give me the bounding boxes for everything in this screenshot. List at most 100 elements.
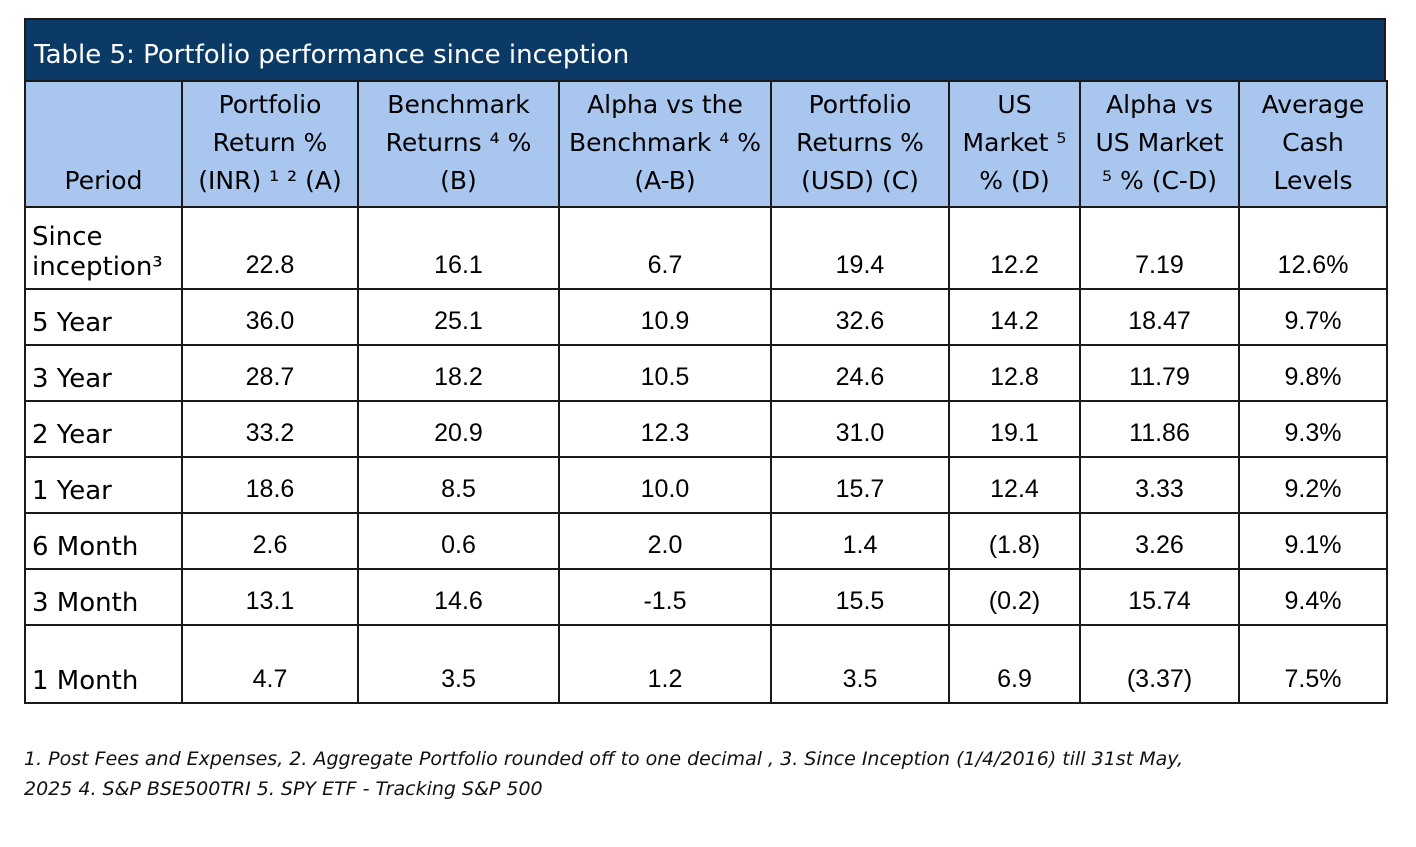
value-cell: 10.9 [558,288,772,346]
value-cell: 10.0 [558,456,772,514]
column-header-us-market: US Market ⁵ % (D) [948,80,1081,208]
value-cell: 18.47 [1079,288,1240,346]
period-cell: Since inception³ [24,206,183,290]
footnote: 1. Post Fees and Expenses, 2. Aggregate … [24,744,1324,804]
value-cell: 6.7 [558,206,772,290]
table-row: 6 Month 2.6 0.6 2.0 1.4 (1.8) 3.26 9.1% [24,512,1388,570]
value-cell: 13.1 [181,568,359,626]
value-cell: 19.1 [948,400,1081,458]
value-cell: 14.6 [357,568,560,626]
table-row: 1 Year 18.6 8.5 10.0 15.7 12.4 3.33 9.2% [24,456,1388,514]
value-cell: (1.8) [948,512,1081,570]
table-row: 3 Month 13.1 14.6 -1.5 15.5 (0.2) 15.74 … [24,568,1388,626]
column-header-portfolio-returns-usd: Portfolio Returns % (USD) (C) [770,80,950,208]
footnote-line: 1. Post Fees and Expenses, 2. Aggregate … [24,748,1184,770]
value-cell: 28.7 [181,344,359,402]
value-cell: 22.8 [181,206,359,290]
column-header-alpha-vs-benchmark: Alpha vs the Benchmark ⁴ % (A-B) [558,80,772,208]
header-line: Period [64,166,143,195]
table-row: 2 Year 33.2 20.9 12.3 31.0 19.1 11.86 9.… [24,400,1388,458]
value-cell: 15.74 [1079,568,1240,626]
period-cell: 1 Year [24,456,183,514]
header-line: Benchmark [387,90,530,119]
header-line: US Market [1095,128,1224,157]
value-cell: 4.7 [181,624,359,704]
table-row: 1 Month 4.7 3.5 1.2 3.5 6.9 (3.37) 7.5% [24,624,1388,704]
value-cell: 3.26 [1079,512,1240,570]
header-line: Levels [1273,166,1353,195]
header-line: Alpha vs the [587,90,743,119]
value-cell: 12.4 [948,456,1081,514]
value-cell: 20.9 [357,400,560,458]
value-cell: 12.8 [948,344,1081,402]
value-cell: -1.5 [558,568,772,626]
header-line: Market ⁵ [962,128,1067,157]
table-title: Table 5: Portfolio performance since inc… [24,18,1386,80]
header-line: Portfolio [808,90,912,119]
header-line: (A-B) [634,166,696,195]
header-line: Average [1261,90,1365,119]
value-cell: 31.0 [770,400,950,458]
value-cell: 7.19 [1079,206,1240,290]
value-cell: 10.5 [558,344,772,402]
value-cell: 15.5 [770,568,950,626]
header-line: Returns % [796,128,924,157]
header-line: (USD) (C) [801,166,919,195]
header-line: US [997,90,1032,119]
value-cell: 33.2 [181,400,359,458]
header-row: Period Portfolio Return % (INR) ¹ ² (A) … [24,80,1388,208]
value-cell: 19.4 [770,206,950,290]
header-line: ⁵ % (C-D) [1102,166,1217,195]
value-cell: 12.6% [1238,206,1388,290]
header-line: (INR) ¹ ² (A) [198,166,342,195]
value-cell: 8.5 [357,456,560,514]
value-cell: 9.2% [1238,456,1388,514]
column-header-benchmark-returns: Benchmark Returns ⁴ % (B) [357,80,560,208]
value-cell: 7.5% [1238,624,1388,704]
header-line: Return % [212,128,328,157]
column-header-portfolio-return-inr: Portfolio Return % (INR) ¹ ² (A) [181,80,359,208]
header-line: Returns ⁴ % [385,128,532,157]
period-cell: 5 Year [24,288,183,346]
value-cell: 9.8% [1238,344,1388,402]
table-row: Since inception³ 22.8 16.1 6.7 19.4 12.2… [24,206,1388,290]
value-cell: 15.7 [770,456,950,514]
period-line: Since [32,222,103,252]
value-cell: 18.6 [181,456,359,514]
value-cell: 1.4 [770,512,950,570]
period-cell: 3 Year [24,344,183,402]
value-cell: 16.1 [357,206,560,290]
column-header-average-cash-levels: Average Cash Levels [1238,80,1388,208]
period-cell: 6 Month [24,512,183,570]
header-line: (B) [440,166,477,195]
value-cell: 9.3% [1238,400,1388,458]
period-cell: 1 Month [24,624,183,704]
header-line: Portfolio [218,90,322,119]
value-cell: 9.7% [1238,288,1388,346]
header-line: Alpha vs [1106,90,1213,119]
value-cell: 6.9 [948,624,1081,704]
value-cell: 18.2 [357,344,560,402]
period-cell: 2 Year [24,400,183,458]
column-header-alpha-vs-us-market: Alpha vs US Market ⁵ % (C-D) [1079,80,1240,208]
value-cell: 0.6 [357,512,560,570]
value-cell: 3.5 [357,624,560,704]
performance-table-container: Table 5: Portfolio performance since inc… [24,18,1388,704]
value-cell: 24.6 [770,344,950,402]
value-cell: 3.33 [1079,456,1240,514]
value-cell: 11.86 [1079,400,1240,458]
value-cell: 12.2 [948,206,1081,290]
period-cell: 3 Month [24,568,183,626]
value-cell: 36.0 [181,288,359,346]
header-line: Benchmark ⁴ % [568,128,762,157]
column-header-period: Period [24,80,183,208]
value-cell: 2.6 [181,512,359,570]
value-cell: (0.2) [948,568,1081,626]
value-cell: 2.0 [558,512,772,570]
table-row: 5 Year 36.0 25.1 10.9 32.6 14.2 18.47 9.… [24,288,1388,346]
value-cell: 11.79 [1079,344,1240,402]
header-line: % (D) [979,166,1050,195]
value-cell: 25.1 [357,288,560,346]
value-cell: 12.3 [558,400,772,458]
performance-table: Period Portfolio Return % (INR) ¹ ² (A) … [24,80,1388,704]
